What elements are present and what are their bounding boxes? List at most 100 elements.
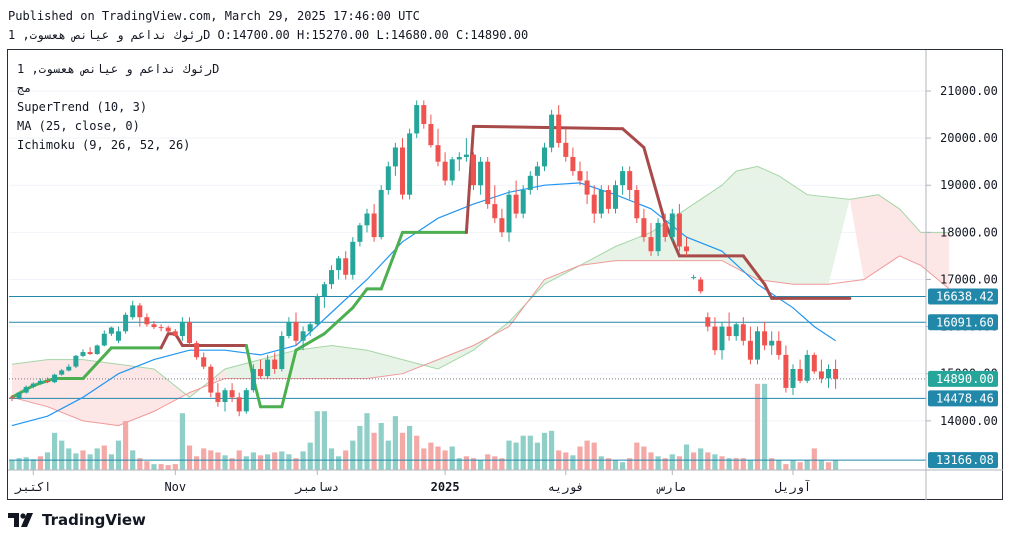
candle-body: [378, 190, 384, 238]
supertrend-segment: [464, 124, 475, 234]
candle-body: [570, 157, 576, 172]
chart-frame: [7, 49, 1003, 500]
candle-body: [577, 171, 583, 181]
volume-bar: [435, 446, 441, 470]
volume-bar: [570, 455, 576, 470]
candle-body: [641, 218, 647, 238]
volume-bar: [563, 452, 569, 470]
candle-body: [9, 397, 15, 399]
supertrend-segment: [379, 230, 404, 291]
ma-line: [11, 182, 836, 427]
volume-bar: [94, 448, 100, 470]
volume-bar: [833, 460, 839, 470]
supertrend-segment: [472, 124, 625, 131]
volume-bar: [357, 425, 363, 470]
x-tick-label: دسامبر: [295, 480, 339, 495]
volume-bar: [747, 460, 753, 470]
volume-bar: [392, 416, 398, 470]
candle-body: [116, 331, 121, 341]
candle-body: [400, 147, 405, 195]
candle-body: [747, 340, 753, 360]
candle-body: [52, 374, 58, 383]
volume-bar: [790, 460, 796, 470]
volume-bar: [527, 435, 533, 470]
candle-body: [513, 194, 519, 214]
volume-bar: [705, 452, 711, 470]
volume-bar: [811, 448, 817, 470]
candle-body: [428, 124, 434, 146]
volume-bar: [449, 446, 455, 470]
volume-bar: [655, 456, 661, 470]
legend-ichimoku[interactable]: Ichimoku (9, 26, 52, 26): [17, 138, 191, 152]
volume-bar: [385, 440, 391, 470]
legend-supertrend[interactable]: SuperTrend (10, 3): [17, 100, 148, 114]
candle-body: [258, 369, 263, 377]
candle-body: [187, 321, 192, 344]
candle-body: [194, 343, 200, 358]
candle-body: [80, 352, 86, 356]
candle-body: [627, 171, 633, 190]
candle-body: [371, 213, 377, 238]
volume-bar: [591, 442, 597, 470]
x-tick-label: آوریل: [775, 479, 811, 495]
volume-bar: [201, 448, 207, 470]
volume-bar: [87, 454, 93, 470]
y-tick-label: 19000.00: [940, 178, 998, 192]
price-level-label: 14478.46: [936, 391, 994, 405]
volume-bar: [740, 458, 746, 470]
candle-body: [414, 105, 420, 134]
volume-bar: [279, 451, 285, 470]
y-tick-label: 14000.00: [940, 414, 998, 428]
candle-body: [45, 380, 50, 383]
candle-body: [620, 171, 626, 186]
volume-bar: [30, 459, 36, 470]
volume-bar: [265, 454, 271, 470]
volume-bar: [520, 435, 526, 470]
candle-body: [385, 166, 391, 190]
candle-body: [37, 380, 43, 384]
volume-bar: [328, 448, 335, 470]
candle-body: [151, 324, 157, 328]
volume-bar: [506, 440, 512, 470]
candle-body: [456, 157, 462, 160]
volume-bar: [485, 454, 491, 470]
candle-body: [158, 327, 164, 329]
legend-exchange: مج: [17, 81, 32, 95]
volume-bar: [151, 464, 157, 470]
cloud-fill-red: [849, 194, 950, 289]
candle-body: [776, 340, 782, 355]
candle-body: [755, 331, 760, 360]
volume-bar: [229, 458, 235, 470]
candle-body: [16, 392, 22, 399]
legend-ma[interactable]: MA (25, close, 0): [17, 119, 140, 133]
volume-bar: [776, 460, 782, 470]
price-level-label: 14890.00: [936, 372, 994, 386]
candle-body: [563, 142, 569, 157]
price-chart[interactable]: 14000.0015000.0016000.0017000.0018000.00…: [0, 0, 1012, 505]
volume-bar: [186, 445, 193, 470]
volume-bar: [16, 458, 22, 470]
volume-bar: [179, 413, 185, 470]
volume-bar: [52, 432, 58, 470]
candle-body: [442, 161, 448, 181]
volume-bar: [407, 425, 413, 470]
candle-body: [783, 354, 789, 388]
volume-bar: [421, 448, 427, 470]
candle-body: [797, 369, 803, 381]
volume-bar: [165, 465, 171, 470]
volume-bar: [108, 454, 114, 470]
time-axis: اکتبر Nov دسامبر 2025 فوریه مارس آوریل: [8, 469, 1003, 495]
volume-bar: [101, 445, 107, 470]
y-tick-label: 17000.00: [940, 272, 998, 286]
candle-body: [712, 326, 718, 351]
volume-bar: [662, 458, 668, 470]
candle-body: [769, 340, 775, 346]
published-header: Published on TradingView.com, March 29, …: [8, 9, 420, 23]
candle-body: [826, 369, 831, 379]
volume-bar: [825, 462, 832, 470]
candle-body: [293, 321, 299, 341]
volume-bar: [726, 458, 732, 470]
supertrend-segment: [31, 376, 57, 388]
volume-bar: [754, 383, 761, 470]
candle-body: [478, 161, 484, 186]
